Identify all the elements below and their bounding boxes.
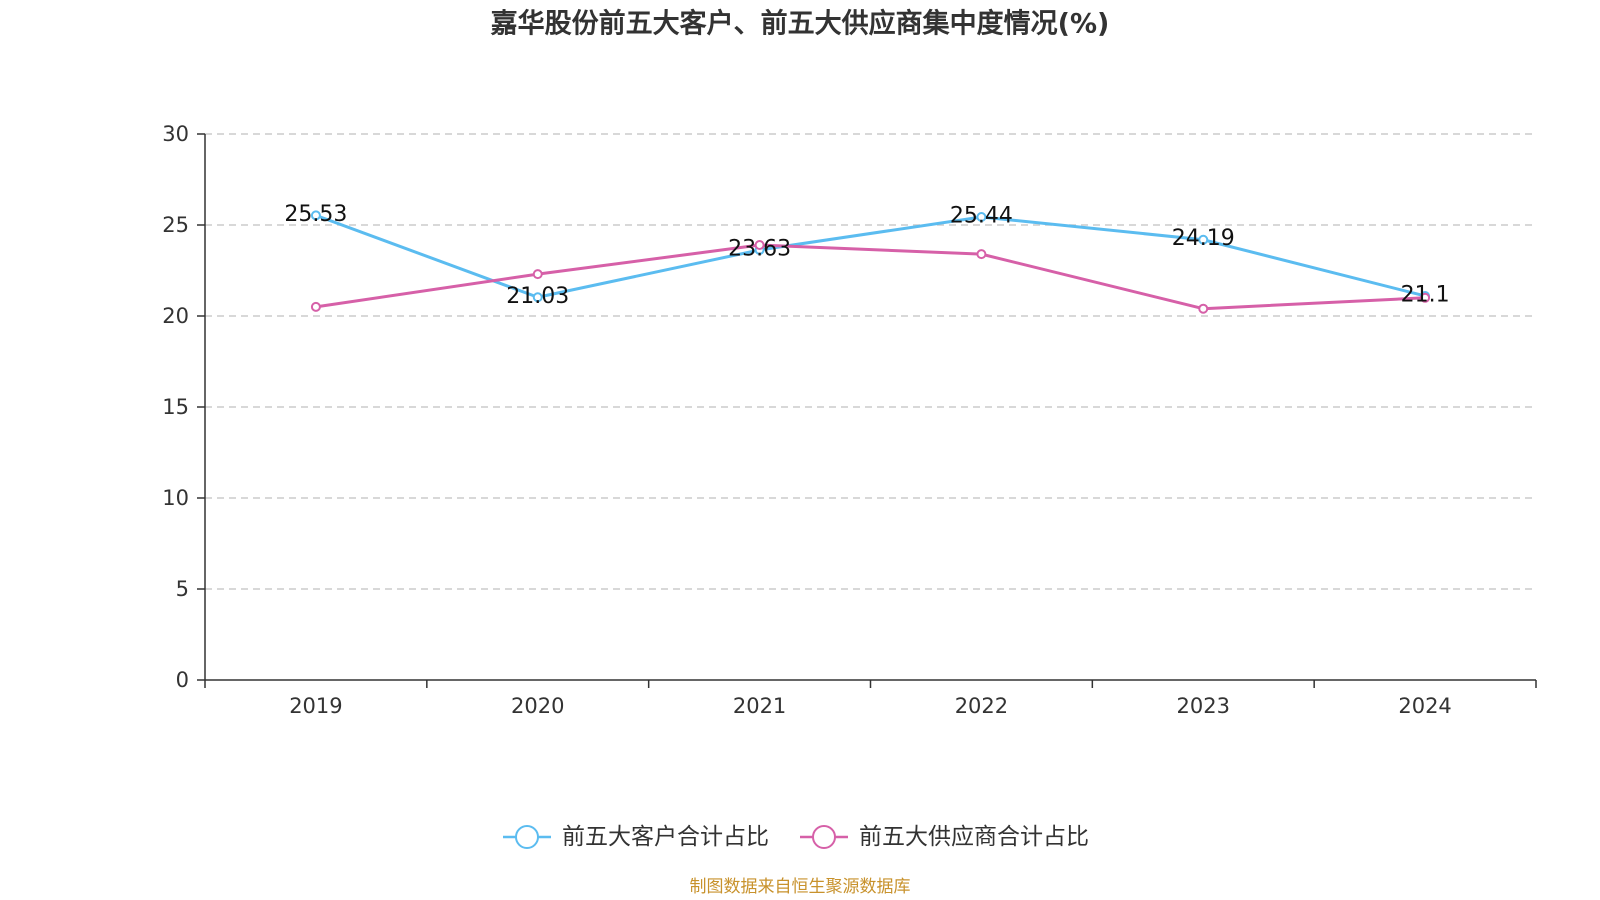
legend-label: 前五大供应商合计占比 (859, 824, 1089, 850)
x-tick-label: 2024 (1398, 694, 1451, 718)
data-point[interactable] (532, 292, 543, 303)
y-tick-label: 20 (162, 304, 189, 328)
data-label: 23.63 (728, 236, 791, 261)
data-point[interactable] (310, 210, 321, 221)
y-tick-label: 0 (176, 668, 189, 692)
legend-label: 前五大客户合计占比 (562, 824, 769, 850)
series-line-1 (315, 213, 1426, 299)
data-label: 21.1 (1401, 282, 1450, 307)
y-tick-label: 30 (162, 122, 189, 146)
legend-circle-icon (515, 825, 539, 849)
series (310, 210, 1431, 314)
data-point[interactable] (1420, 292, 1431, 303)
data-label: 25.44 (950, 203, 1013, 228)
axes: 0 5 10 15 20 25 30 2019 2020 2021 2022 2023 2024 (162, 122, 1537, 718)
data-label: 25.53 (284, 202, 347, 227)
data-point[interactable] (310, 301, 321, 312)
y-tick-label: 10 (162, 486, 189, 510)
y-tick-label: 5 (176, 577, 189, 601)
x-tick-label: 2023 (1177, 694, 1230, 718)
x-tick-label: 2020 (511, 694, 564, 718)
y-tick-label: 25 (162, 213, 189, 237)
legend-circle-icon (812, 825, 836, 849)
data-point[interactable] (1198, 303, 1209, 314)
x-tick-label: 2021 (733, 694, 786, 718)
data-labels: 25.53 21.03 23.63 25.44 24.19 21.1 (284, 202, 1449, 309)
series-line-2 (315, 243, 1426, 311)
chart-title: 嘉华股份前五大客户、前五大供应商集中度情况(%) (491, 8, 1110, 40)
legend-item-customers[interactable]: 前五大客户合计占比 (503, 824, 769, 850)
x-tick-label: 2019 (289, 694, 342, 718)
legend-item-suppliers[interactable]: 前五大供应商合计占比 (800, 824, 1089, 850)
data-point[interactable] (1198, 234, 1209, 245)
data-label: 24.19 (1172, 226, 1235, 251)
grid (205, 133, 1536, 590)
data-point[interactable] (976, 211, 987, 222)
data-label: 21.03 (506, 284, 569, 309)
source-footnote: 制图数据来自恒生聚源数据库 (690, 877, 911, 897)
data-point[interactable] (976, 249, 987, 260)
data-point[interactable] (754, 240, 765, 251)
data-point[interactable] (532, 269, 543, 280)
y-tick-label: 15 (162, 395, 189, 419)
x-tick-label: 2022 (955, 694, 1008, 718)
legend: 前五大客户合计占比 前五大供应商合计占比 (503, 824, 1089, 850)
